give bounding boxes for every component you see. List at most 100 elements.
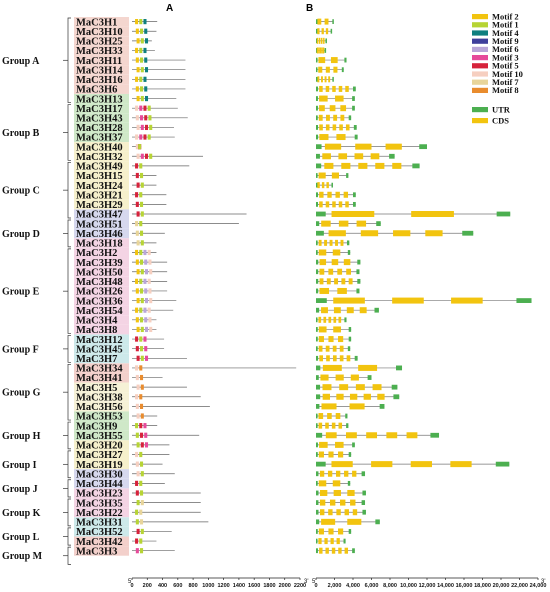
cds-box <box>318 336 324 343</box>
cds-box <box>336 393 344 400</box>
gene-name: MaC3H9 <box>76 421 117 432</box>
motif-box <box>147 307 151 313</box>
panel-b-label: B <box>306 3 313 14</box>
utr-box <box>346 240 350 246</box>
group-name: Group D <box>2 229 40 240</box>
motif-box <box>144 95 149 102</box>
utr-box <box>316 423 318 429</box>
motif-box <box>135 451 139 458</box>
gene-name: MaC3H18 <box>76 239 123 250</box>
gene-name: MaC3H49 <box>76 162 123 173</box>
gene-label-bg <box>74 353 129 364</box>
cds-box <box>346 355 351 362</box>
cds-box <box>322 364 342 371</box>
legend-label: Motif 9 <box>492 36 519 46</box>
motif-box <box>143 76 147 82</box>
gene-name: MaC3H56 <box>76 402 123 413</box>
cds-box <box>338 201 343 208</box>
motif-box <box>136 95 140 102</box>
cds-box <box>318 57 326 64</box>
motif-box <box>140 548 144 554</box>
group-bracket <box>67 17 71 103</box>
cds-box <box>322 384 332 391</box>
gene-name: MaC3H21 <box>76 190 123 201</box>
gene-name: MaC3H32 <box>76 152 123 163</box>
motif-box <box>140 403 144 409</box>
gene-name: MaC3H47 <box>76 210 123 221</box>
group-bracket <box>67 335 71 363</box>
motif-box <box>140 38 144 44</box>
motif-box <box>140 413 144 419</box>
motif-box <box>139 365 143 371</box>
motif-box <box>140 230 144 236</box>
utr-box <box>316 336 318 342</box>
motif-box <box>144 442 149 448</box>
gene-label-bg <box>74 170 129 181</box>
motif-box <box>144 86 148 92</box>
gene-label-bg <box>74 209 129 219</box>
utr-box <box>316 230 324 236</box>
cds-box <box>331 172 339 179</box>
motif-box <box>140 519 144 525</box>
cds-box <box>363 393 371 400</box>
gene-label-bg <box>74 74 129 85</box>
motif-box <box>139 423 143 429</box>
gene-name: MaC3H39 <box>76 258 123 269</box>
gene-label-bg <box>74 36 129 46</box>
group-bracket <box>67 498 71 527</box>
cds-box <box>346 268 351 275</box>
legend-label: Motif 2 <box>492 11 519 21</box>
cds-box <box>319 47 322 54</box>
gene-name: MaC3H50 <box>76 267 123 278</box>
motif-box <box>140 28 144 34</box>
motif-box <box>135 317 139 323</box>
cds-box <box>450 461 472 468</box>
cds-box <box>392 162 402 169</box>
motif-box <box>135 374 139 381</box>
motif-box <box>143 19 147 25</box>
motif-box <box>135 28 139 34</box>
cds-box <box>324 143 342 150</box>
motif-box <box>143 47 147 54</box>
motif-box <box>144 153 149 159</box>
cds-box <box>332 249 341 256</box>
axis-tick-label: 800 <box>188 583 197 589</box>
utr-box <box>316 519 320 525</box>
utr-box <box>344 317 347 323</box>
cds-box <box>318 528 324 535</box>
motif-box <box>135 490 139 496</box>
gene-name: MaC3H54 <box>76 306 123 317</box>
motif-box <box>135 86 139 92</box>
cds-box <box>325 124 330 131</box>
motif-box <box>135 365 139 371</box>
utr-box <box>348 336 352 342</box>
axis-tick-label: 16,000 <box>456 583 473 589</box>
motif-box <box>140 317 144 323</box>
motif-box <box>136 413 140 419</box>
motif-box <box>139 134 143 140</box>
cds-box <box>332 355 337 362</box>
motif-box <box>135 76 139 82</box>
utr-box <box>362 490 366 496</box>
gene-label-bg <box>74 26 129 37</box>
motif-box <box>136 269 140 275</box>
motif-box <box>149 326 153 333</box>
cds-box <box>338 85 343 92</box>
cds-box <box>360 230 379 237</box>
motif-box <box>143 278 147 284</box>
utr-box <box>316 384 321 390</box>
group-bracket <box>67 104 71 161</box>
motif-box <box>139 47 143 54</box>
cds-box <box>324 239 328 246</box>
legend-swatch <box>472 79 488 85</box>
utr-box <box>316 394 321 400</box>
gene-name: MaC3H17 <box>76 104 123 115</box>
group-name: Group M <box>2 551 43 562</box>
gene-label-bg <box>74 517 129 527</box>
cds-box <box>318 316 322 323</box>
gene-structure-panel <box>316 18 532 554</box>
gene-name: MaC3H1 <box>76 17 117 28</box>
cds-box <box>328 336 334 343</box>
utr-box <box>341 67 344 73</box>
cds-box <box>319 441 328 448</box>
